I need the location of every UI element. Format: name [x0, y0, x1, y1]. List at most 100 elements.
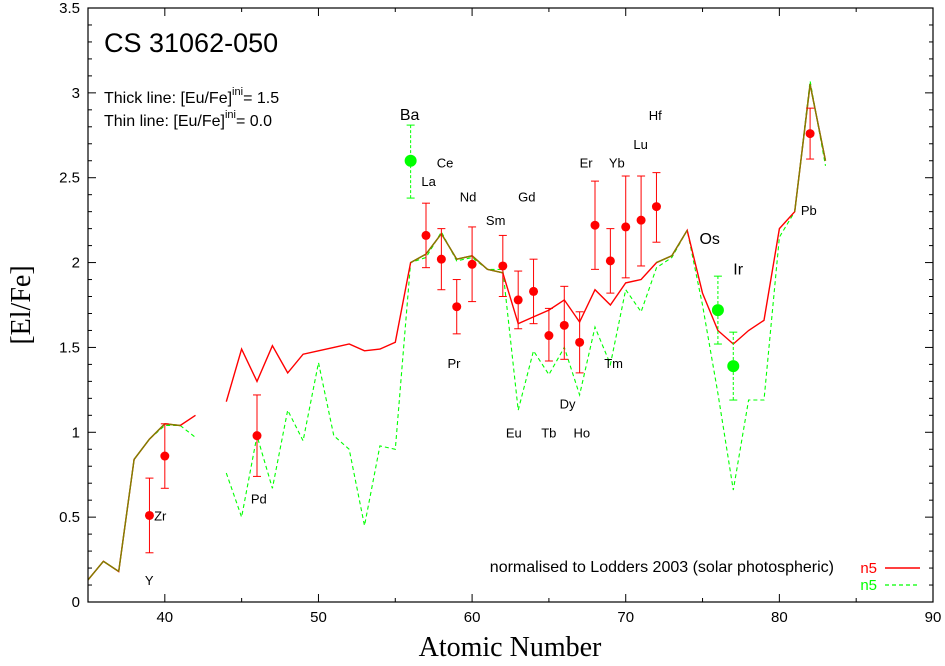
y-tick-label: 3 — [72, 85, 80, 102]
red-marker — [529, 286, 539, 296]
observation-point — [559, 285, 569, 360]
element-label: Ce — [437, 156, 454, 171]
red-marker — [436, 254, 446, 264]
observation-point — [590, 180, 600, 270]
element-label: Dy — [560, 397, 576, 412]
element-label: Ho — [573, 425, 590, 440]
chart-title: CS 31062-050 — [104, 28, 278, 58]
red-marker — [452, 302, 462, 312]
red-marker — [160, 451, 170, 461]
element-label: Lu — [633, 137, 647, 152]
element-label: Pr — [448, 356, 462, 371]
model-overlap-segment — [102, 560, 120, 573]
normalisation-note: normalised to Lodders 2003 (solar photos… — [490, 559, 834, 576]
y-tick-label: 2.5 — [59, 170, 80, 187]
observation-point — [160, 423, 170, 489]
observation-point — [805, 107, 815, 160]
element-label: La — [421, 174, 436, 189]
model-overlap-segment — [410, 253, 427, 264]
red-marker — [605, 256, 615, 266]
model-overlap-segment — [118, 459, 135, 572]
x-tick-label: 70 — [617, 609, 634, 626]
red-marker — [651, 202, 661, 212]
red-marker — [498, 261, 508, 271]
element-label: Y — [145, 573, 154, 588]
red-marker — [559, 320, 569, 330]
element-label: Sm — [486, 213, 506, 228]
y-axis-title: [El/Fe] — [6, 265, 37, 344]
element-label: Pd — [251, 492, 267, 507]
element-label: Nd — [460, 189, 477, 204]
x-tick-label: 40 — [156, 609, 173, 626]
x-axis-title: Atomic Number — [419, 632, 602, 663]
y-tick-label: 1.5 — [59, 339, 80, 356]
observation-point — [252, 394, 262, 477]
model-lines — [88, 80, 827, 581]
y-tick-label: 3.5 — [59, 0, 80, 17]
observation-point — [436, 228, 446, 291]
observation-point — [544, 307, 554, 362]
element-label: Ir — [733, 261, 743, 278]
red-marker — [467, 259, 477, 269]
element-label: Hf — [649, 108, 662, 123]
observation-point — [452, 279, 462, 335]
red-marker — [252, 431, 262, 441]
observation-point — [621, 175, 631, 279]
red-marker — [513, 295, 523, 305]
observation-point — [636, 175, 646, 267]
observation-point — [711, 275, 724, 345]
observation-point — [605, 228, 615, 294]
model-overlap-segment — [794, 84, 811, 212]
legend-label-solid: n5 — [860, 560, 877, 577]
red-marker — [144, 510, 154, 520]
element-label: Er — [580, 156, 594, 171]
red-marker — [421, 230, 431, 240]
element-label: Tb — [541, 425, 556, 440]
observation-point — [467, 226, 477, 303]
model-overlap-segment — [133, 438, 151, 460]
green-marker — [711, 304, 724, 317]
model-overlap-segment — [487, 268, 503, 274]
model-line-thick — [225, 84, 827, 402]
plot-frame — [87, 7, 934, 603]
model-overlap-segment — [425, 233, 442, 255]
element-label: Pb — [801, 203, 817, 218]
red-marker — [621, 222, 631, 232]
x-tick-label: 50 — [310, 609, 327, 626]
observation-point — [513, 270, 523, 330]
observation-point — [421, 202, 431, 269]
observed-abundances — [144, 107, 815, 554]
model-overlap-segment — [88, 560, 104, 581]
model-line-thick — [88, 414, 196, 581]
model-overlap-segment — [440, 233, 458, 260]
x-tick-label: 80 — [771, 609, 788, 626]
thin-line-annotation: Thin line: [Eu/Fe]ini= 0.0 — [104, 109, 272, 130]
model-overlap-segment — [656, 255, 673, 264]
observation-point — [727, 331, 740, 401]
red-marker — [590, 220, 600, 230]
green-marker — [404, 154, 417, 167]
model-line-thin — [225, 80, 827, 526]
observation-point — [404, 124, 417, 199]
green-marker — [727, 360, 740, 373]
observation-point — [651, 172, 661, 243]
element-label: Eu — [506, 425, 522, 440]
y-tick-label: 0 — [72, 594, 80, 611]
red-marker — [575, 337, 585, 347]
red-marker — [636, 215, 646, 225]
legend: n5 n5 — [860, 560, 920, 594]
model-overlap-segment — [671, 229, 688, 257]
observation-point — [144, 477, 154, 554]
model-overlap-segment — [456, 255, 473, 260]
observation-point — [529, 258, 539, 325]
model-overlap-segment — [809, 84, 827, 161]
legend-label-dashed: n5 — [860, 577, 877, 594]
red-marker — [544, 331, 554, 341]
y-tick-label: 0.5 — [59, 509, 80, 526]
element-label: Gd — [518, 189, 535, 204]
thick-line-annotation: Thick line: [Eu/Fe]ini= 1.5 — [104, 86, 279, 107]
model-overlap-segment — [471, 255, 488, 270]
y-tick-label: 1 — [72, 424, 80, 441]
